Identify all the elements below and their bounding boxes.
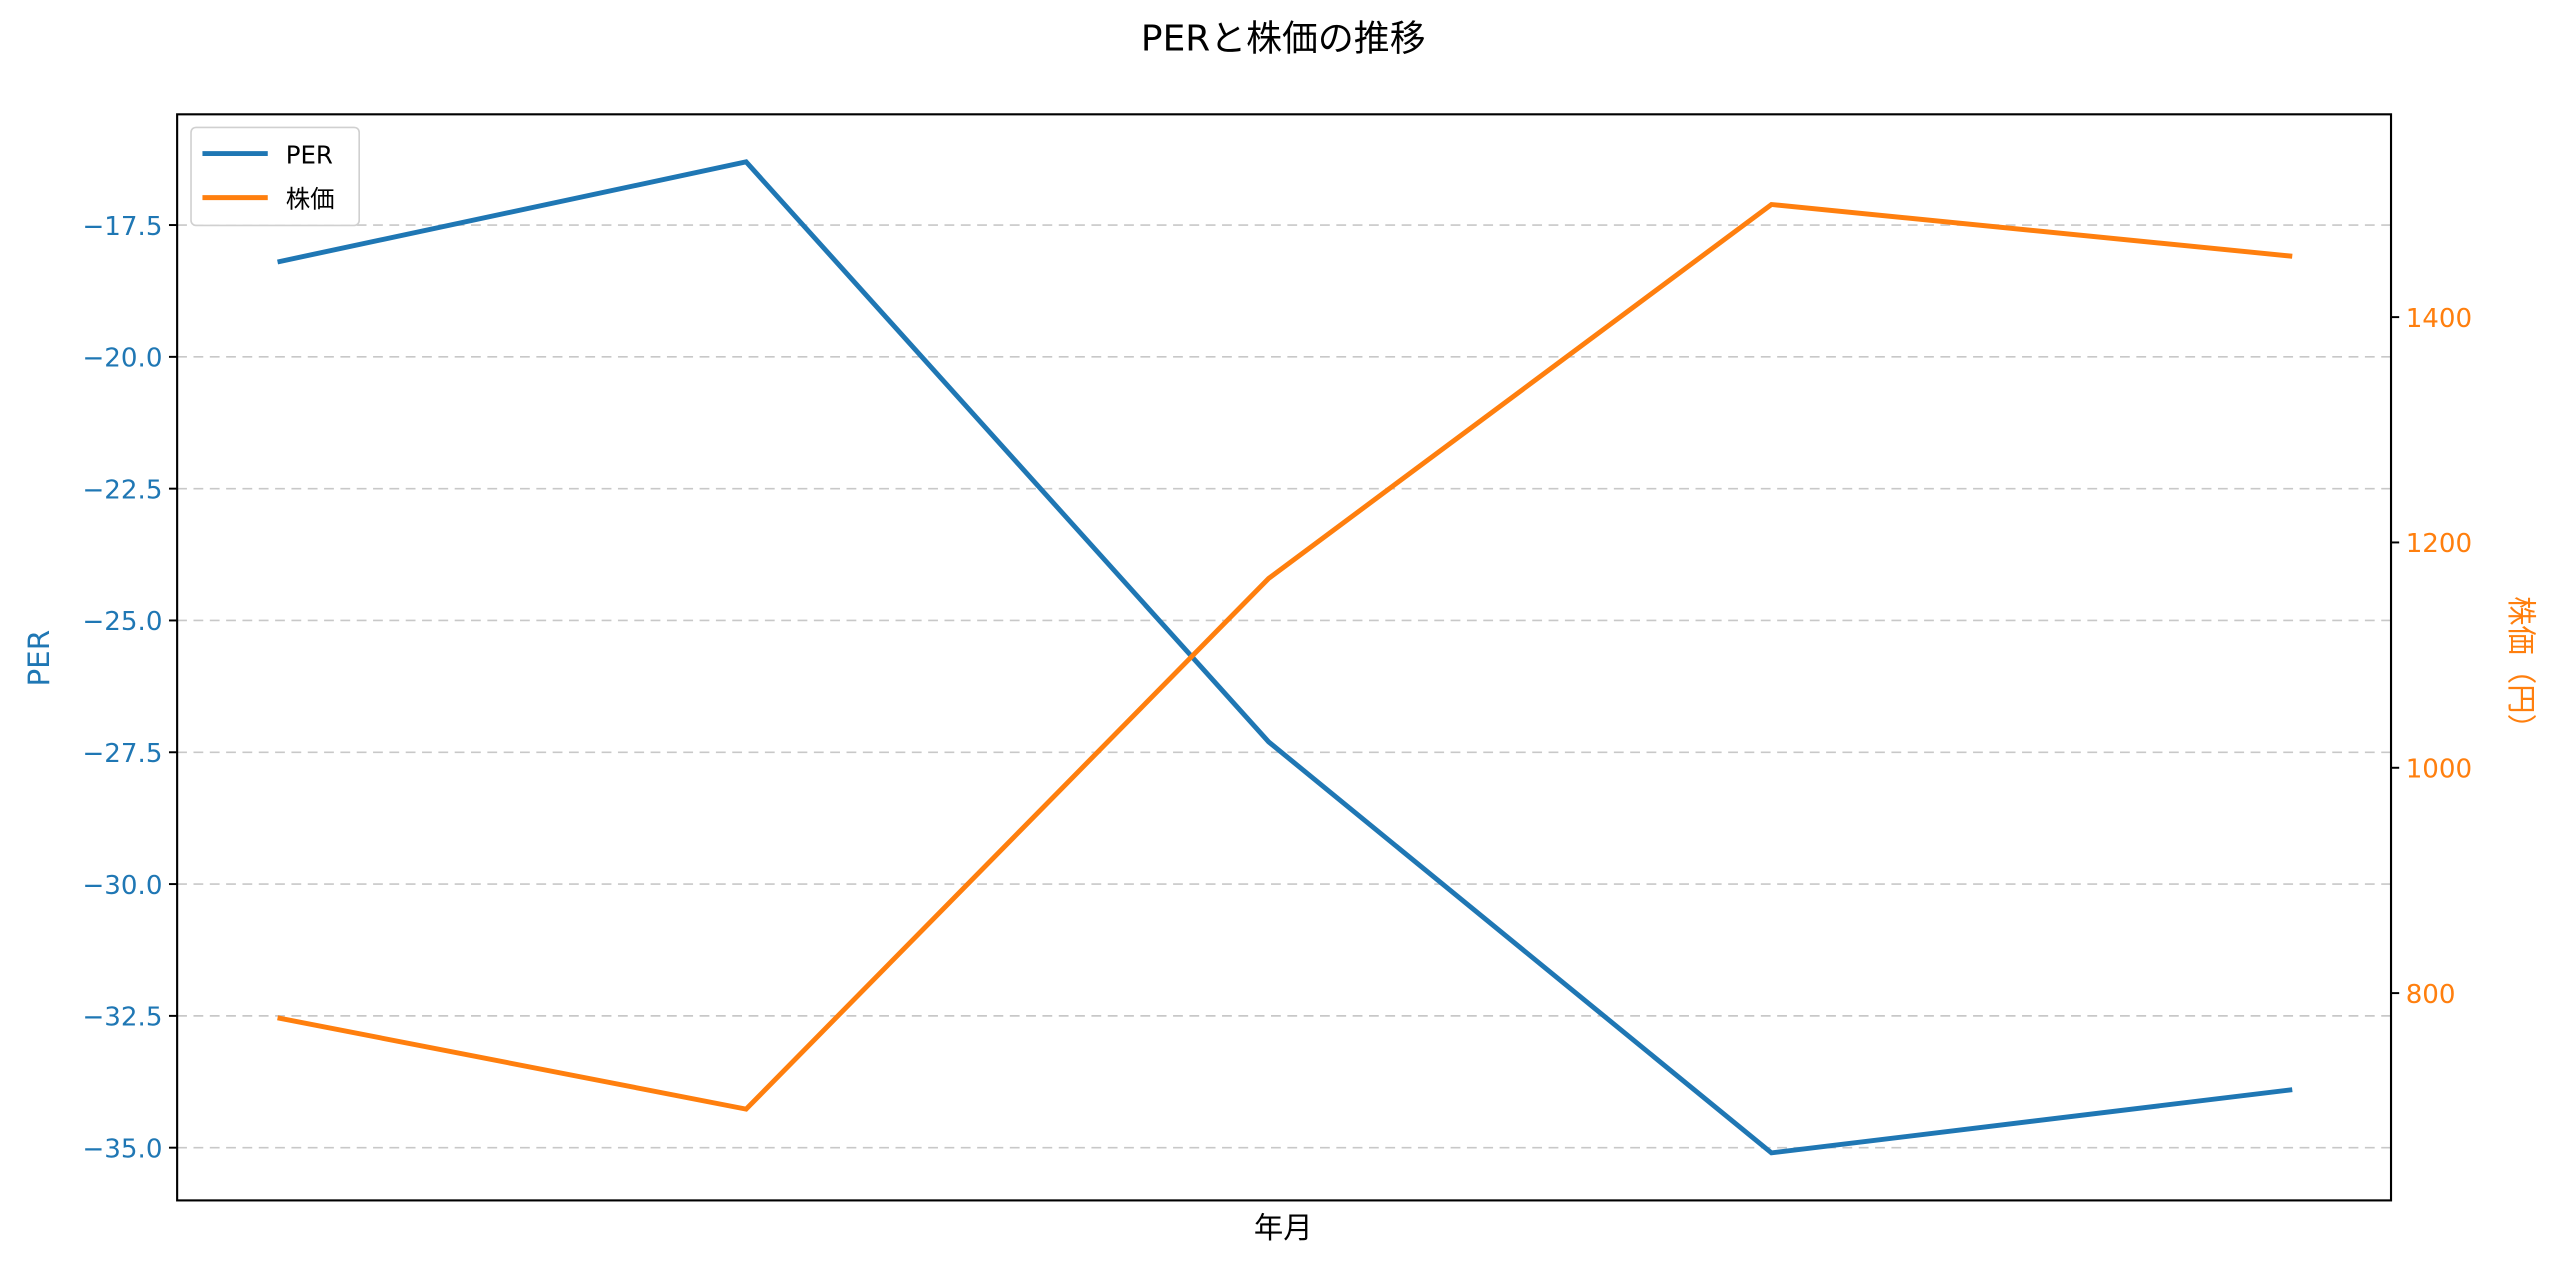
left-tick-label: −32.5 <box>82 1003 162 1033</box>
legend-price-label: 株価 <box>286 184 335 213</box>
left-tick-label: −27.5 <box>82 739 162 769</box>
left-tick-label: −22.5 <box>82 475 162 505</box>
left-y-axis: −17.5 −20.0 −22.5 −25.0 −27.5 −30.0 −32.5 −35.0 <box>82 212 178 1164</box>
plot-frame <box>176 113 2393 1202</box>
left-tick-label: −17.5 <box>82 212 162 242</box>
price-line <box>277 201 2293 1112</box>
right-axis-label: 株価（円） <box>2504 596 2538 743</box>
right-tick-label: 1200 <box>2406 529 2472 559</box>
gridlines <box>177 224 2392 1149</box>
chart-title: PERと株価の推移 <box>1141 19 1426 60</box>
left-tick-label: −35.0 <box>82 1134 162 1164</box>
right-tick-label: 1400 <box>2406 304 2472 334</box>
left-tick-label: −20.0 <box>82 344 162 374</box>
right-y-axis: 800 1000 1200 1400 <box>2391 304 2472 1010</box>
per-line <box>277 159 2293 1156</box>
left-axis-label: PER <box>22 630 56 687</box>
legend-per-label: PER <box>286 140 333 169</box>
x-axis-label: 年月 <box>1254 1211 1313 1245</box>
right-tick-label: 800 <box>2406 980 2456 1010</box>
legend: PER 株価 <box>190 126 360 227</box>
left-tick-label: −30.0 <box>82 871 162 901</box>
right-tick-label: 1000 <box>2406 755 2472 785</box>
plot-lines <box>277 159 2293 1156</box>
left-tick-label: −25.0 <box>82 607 162 637</box>
